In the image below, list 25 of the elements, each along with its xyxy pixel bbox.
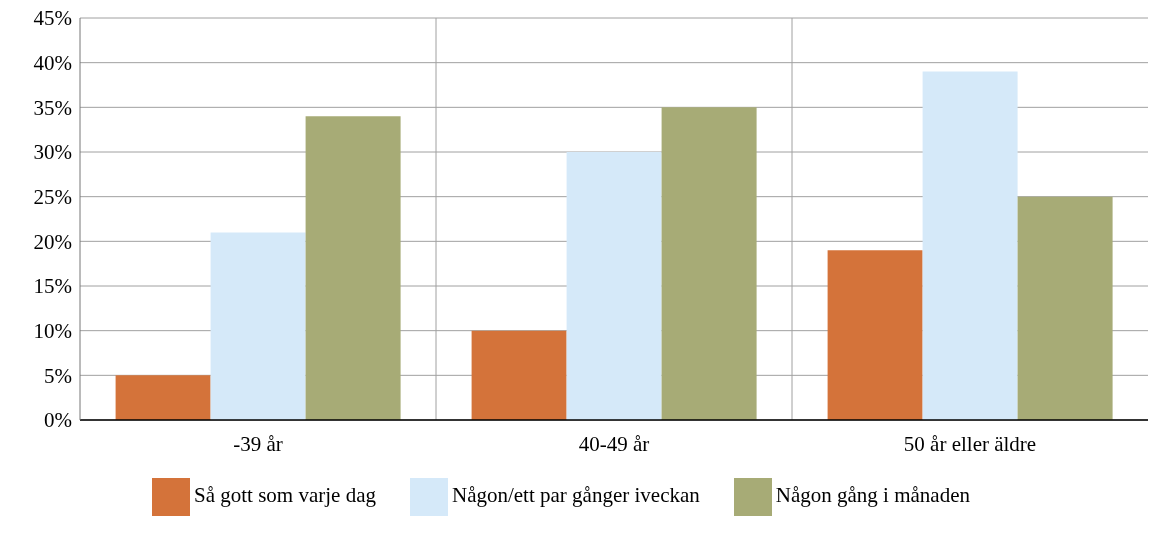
bar — [1017, 196, 1113, 420]
bar — [661, 107, 757, 420]
x-tick-label: 50 år eller äldre — [903, 431, 1037, 456]
y-tick-label: 0% — [44, 408, 72, 433]
y-tick-label: 15% — [33, 274, 72, 299]
bar — [566, 152, 662, 420]
y-tick-label: 45% — [33, 6, 72, 31]
x-tick-label: 40-49 år — [578, 431, 650, 456]
y-tick-label: 20% — [33, 229, 72, 254]
y-tick-label: 25% — [33, 185, 72, 210]
y-tick-label: 10% — [33, 319, 72, 344]
bar — [115, 375, 211, 420]
bar — [827, 250, 923, 420]
bar — [471, 330, 567, 420]
x-tick-label: -39 år — [233, 431, 283, 456]
bar — [305, 116, 401, 420]
y-tick-label: 5% — [44, 363, 72, 388]
legend-label: Någon/ett par gånger iveckan — [451, 482, 700, 507]
bar — [210, 232, 306, 420]
y-tick-label: 40% — [33, 51, 72, 76]
legend-label: Så gott som varje dag — [194, 482, 376, 507]
y-tick-label: 35% — [33, 95, 72, 120]
bar — [922, 71, 1018, 420]
y-tick-label: 30% — [33, 140, 72, 165]
legend-label: Någon gång i månaden — [775, 482, 970, 507]
